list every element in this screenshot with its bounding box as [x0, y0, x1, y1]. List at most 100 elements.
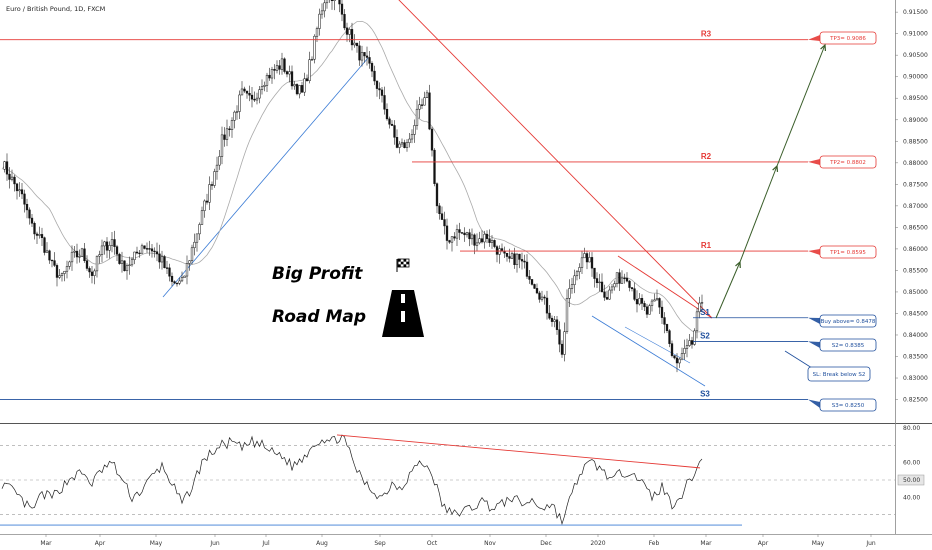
checkered-flag-icon	[396, 258, 410, 272]
candle-body	[358, 45, 361, 61]
candle-body	[288, 71, 291, 75]
candle-body	[88, 268, 91, 273]
candle-body	[375, 80, 379, 89]
candle-body	[688, 340, 691, 346]
price-panel: R3 TP3= 0.9086 R2 TP2= 0.8802 R1 TP1= 0.8595 S…	[0, 0, 877, 412]
candle-body	[113, 239, 116, 247]
candle-body	[173, 281, 176, 284]
candle-body	[198, 224, 201, 235]
candle-body	[648, 305, 651, 315]
time-tick-label: Oct	[427, 540, 438, 547]
annotation-line2: Road Map	[272, 307, 366, 327]
candle-body	[70, 251, 74, 263]
candle-body	[103, 241, 106, 247]
candle-body	[645, 306, 649, 315]
candle-body	[275, 65, 279, 71]
candle-body	[550, 317, 554, 322]
candle-body	[133, 251, 136, 260]
projection-arrow-segment	[715, 261, 741, 319]
candle-body	[418, 104, 421, 110]
annotation-line1: Big Profit	[272, 264, 363, 284]
candle-body	[580, 257, 584, 268]
callout-pointer	[808, 317, 820, 324]
candle-body	[633, 288, 636, 300]
candle-body	[193, 241, 196, 249]
candle-body	[478, 238, 481, 244]
candle-body	[180, 277, 184, 282]
callout-box	[819, 314, 877, 328]
candle-body	[325, 0, 329, 4]
level-label-r3: R3	[701, 30, 712, 39]
candle-body	[235, 111, 239, 113]
candle-body	[508, 256, 511, 259]
candle-body	[233, 111, 236, 121]
candle-body	[125, 265, 129, 272]
candle-body	[128, 264, 131, 266]
candle-body	[613, 283, 616, 288]
candle-body	[615, 272, 619, 284]
candle-body	[298, 85, 301, 95]
candle-body	[63, 270, 66, 274]
candle-body	[385, 108, 389, 120]
candle-body	[395, 137, 399, 148]
callout-text: TP3= 0.9086	[829, 36, 866, 42]
candle-body	[410, 134, 414, 140]
price-tick-label: 0.86000	[903, 246, 928, 253]
candle-body	[178, 280, 181, 284]
candle-body	[48, 250, 51, 261]
candle-body	[270, 69, 274, 79]
candle-body	[665, 324, 669, 331]
candle-body	[495, 246, 499, 255]
candle-body	[65, 266, 69, 272]
trendlines	[162, 0, 713, 387]
candle-body	[480, 238, 484, 243]
candle-body	[245, 90, 249, 94]
candle-body	[535, 288, 539, 294]
candle-body	[263, 85, 266, 87]
candle-body	[473, 234, 476, 246]
candle-body	[575, 271, 579, 277]
channel-inner-line	[624, 326, 691, 364]
candle-body	[53, 260, 56, 266]
candle-body	[40, 234, 44, 238]
candle-body	[390, 123, 394, 126]
candle-body	[413, 125, 416, 135]
candle-body	[433, 149, 436, 184]
candle-body	[595, 278, 599, 284]
candle-body	[330, 0, 334, 1]
candle-body	[670, 343, 674, 356]
candle-body	[465, 232, 469, 236]
candle-body	[383, 95, 386, 110]
candle-body	[168, 267, 171, 277]
candle-body	[43, 237, 46, 253]
rsi-tick-label: 60.00	[903, 460, 920, 467]
sl-callout-box	[807, 366, 871, 382]
candle-body	[420, 104, 424, 106]
candle-body	[320, 10, 324, 15]
candle-body	[463, 232, 466, 236]
price-axis: 0.91500 0.91000 0.90500 0.90000 0.89500 0.890…	[895, 9, 928, 404]
candle-body	[30, 217, 34, 224]
rsi-tick-label: 40.00	[903, 494, 920, 501]
level-label-r1: R1	[701, 241, 712, 250]
candle-body	[373, 70, 376, 82]
candle-body	[8, 173, 11, 180]
candle-body	[593, 267, 596, 279]
level-label-r2: R2	[701, 152, 712, 161]
time-tick-label: Dec	[540, 540, 552, 547]
candle-body	[460, 232, 464, 234]
price-tick-label: 0.83500	[903, 354, 928, 361]
candle-body	[170, 275, 174, 282]
candle-body	[488, 238, 491, 243]
time-tick-label: May	[812, 540, 825, 547]
candle-body	[158, 253, 161, 263]
candle-body	[558, 329, 561, 345]
candle-body	[518, 253, 521, 260]
candle-body	[568, 288, 571, 299]
candle-body	[513, 253, 516, 265]
candle-body	[570, 284, 574, 289]
price-tick-label: 0.85500	[903, 267, 928, 274]
candle-body	[23, 193, 26, 205]
time-tick-label: 2020	[590, 540, 605, 547]
candle-body	[578, 267, 581, 273]
